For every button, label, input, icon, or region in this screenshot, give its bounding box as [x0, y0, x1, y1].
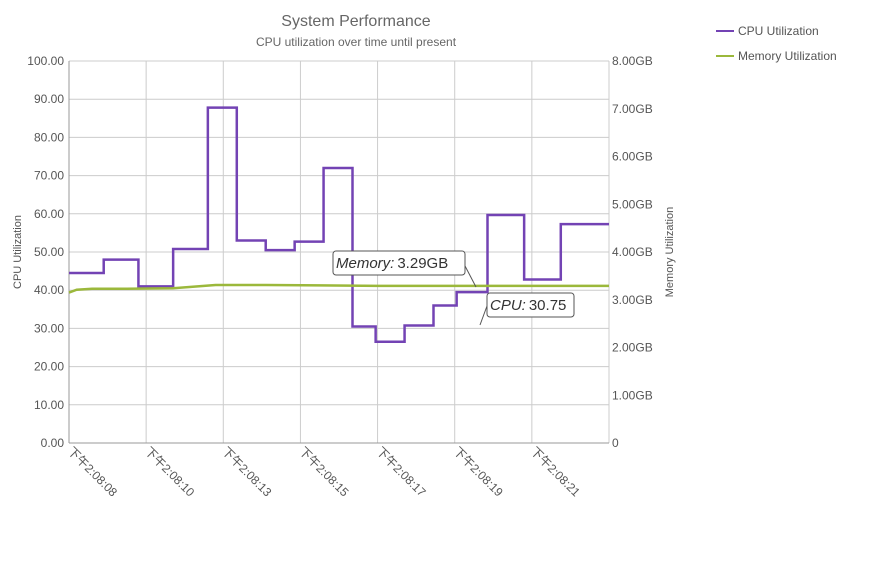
- tooltip-label: Memory:: [336, 255, 394, 272]
- x-tick-label: 下午2:08:19: [451, 444, 506, 499]
- left-tick-label: 60.00: [34, 207, 64, 221]
- tooltip-text: CPU: 30.75: [490, 297, 566, 314]
- tooltip-value: 30.75: [529, 297, 567, 314]
- left-tick-label: 0.00: [41, 436, 65, 450]
- chart-title: System Performance: [281, 13, 430, 30]
- x-tick-label: 下午2:08:17: [373, 444, 428, 499]
- legend-label-cpu: CPU Utilization: [738, 23, 819, 38]
- left-tick-label: 80.00: [34, 130, 64, 144]
- memory-swatch: [716, 54, 734, 57]
- tooltip-pointer: [479, 305, 488, 326]
- cpu-swatch: [716, 29, 734, 32]
- memory-series-line: [68, 283, 609, 294]
- legend-label-memory: Memory Utilization: [738, 48, 837, 63]
- tooltips: Memory: 3.29GB CPU: 30.75: [332, 250, 575, 326]
- x-tick-label: 下午2:08:21: [528, 444, 583, 499]
- left-tick-label: 90.00: [34, 92, 64, 106]
- left-tick-label: 100.00: [27, 54, 64, 68]
- left-tick-label: 10.00: [34, 398, 64, 412]
- cpu-tooltip: [486, 292, 575, 318]
- chart-subtitle: CPU utilization over time until present: [256, 35, 457, 49]
- tooltip-text: Memory: 3.29GB: [336, 255, 448, 272]
- right-tick-label: 3.00GB: [612, 293, 653, 307]
- right-tick-label: 0: [612, 436, 619, 450]
- left-tick-label: 70.00: [34, 169, 64, 183]
- left-tick-label: 20.00: [34, 360, 64, 374]
- x-tick-label: 下午2:08:13: [219, 444, 274, 499]
- x-tick-label: 下午2:08:15: [296, 444, 351, 499]
- legend-item-cpu[interactable]: CPU Utilization: [716, 18, 837, 43]
- tooltip-label: CPU:: [490, 297, 526, 314]
- tooltip-value: 3.29GB: [397, 255, 448, 272]
- right-tick-label: 5.00GB: [612, 197, 653, 211]
- tooltip-pointer: [463, 263, 477, 288]
- left-tick-label: 30.00: [34, 321, 64, 335]
- cpu-series-line: [69, 106, 609, 344]
- right-tick-label: 2.00GB: [612, 341, 653, 355]
- legend-item-memory[interactable]: Memory Utilization: [716, 43, 837, 68]
- left-tick-label: 40.00: [34, 283, 64, 297]
- right-tick-label: 8.00GB: [612, 54, 653, 68]
- legend: CPU Utilization Memory Utilization: [716, 18, 837, 68]
- tick-labels: 0.00 10.00 20.00 30.00 40.00 50.00 60.00 70.00 8…: [27, 54, 652, 500]
- right-tick-label: 4.00GB: [612, 245, 653, 259]
- right-axis-title: Memory Utilization: [664, 207, 676, 297]
- series-lines: [68, 106, 609, 344]
- left-axis-title: CPU Utilization: [12, 215, 24, 289]
- x-tick-label: 下午2:08:10: [142, 444, 197, 499]
- x-tick-label: 下午2:08:08: [65, 444, 120, 499]
- right-tick-label: 6.00GB: [612, 150, 653, 164]
- left-tick-label: 50.00: [34, 245, 64, 259]
- right-tick-label: 7.00GB: [612, 102, 653, 116]
- right-tick-label: 1.00GB: [612, 388, 653, 402]
- memory-tooltip: [332, 250, 466, 276]
